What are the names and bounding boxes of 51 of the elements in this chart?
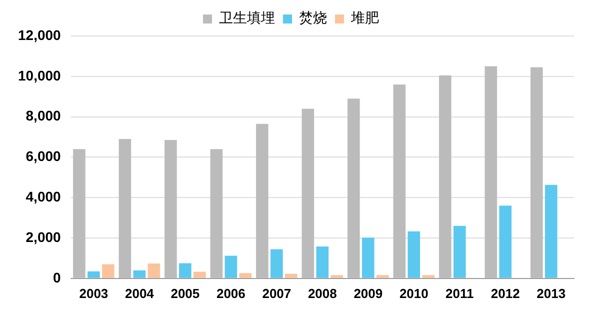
x-tick-label: 2012 — [490, 286, 520, 301]
bar — [239, 273, 252, 278]
legend-label: 卫生填埋 — [219, 10, 275, 27]
bar — [88, 271, 100, 278]
y-tick-label: 4,000 — [26, 188, 62, 204]
bar — [393, 84, 406, 278]
bar — [284, 274, 298, 278]
bar — [133, 270, 146, 278]
bar — [316, 246, 329, 278]
x-tick-label: 2011 — [446, 286, 474, 301]
y-tick-label: 8,000 — [26, 108, 62, 124]
bar — [179, 263, 192, 278]
x-tick-label: 2008 — [308, 286, 337, 301]
x-tick-label: 2006 — [216, 286, 246, 301]
x-tick-label: 2009 — [354, 286, 383, 301]
x-tick-label: 2004 — [124, 286, 155, 301]
bar — [302, 108, 314, 278]
bar — [73, 149, 86, 278]
y-tick-label: 0 — [53, 269, 62, 286]
bar — [256, 124, 268, 278]
bar — [453, 226, 466, 278]
bar — [408, 231, 420, 278]
bar — [544, 184, 558, 278]
y-tick-label: 2,000 — [26, 228, 62, 245]
y-tick-label: 6,000 — [26, 148, 62, 164]
bar — [210, 149, 223, 278]
bar — [224, 256, 238, 278]
bar — [270, 249, 283, 278]
bar — [330, 275, 344, 278]
legend-label: 焚烧 — [299, 10, 327, 27]
y-tick-label: 10,000 — [18, 67, 62, 84]
bar — [484, 66, 498, 278]
bar — [530, 67, 543, 278]
x-tick-label: 2013 — [536, 286, 566, 301]
legend-label: 堆肥 — [350, 10, 379, 27]
x-tick-label: 2005 — [170, 286, 200, 301]
bar — [499, 206, 512, 278]
bar — [102, 264, 114, 278]
x-tick-label: 2007 — [262, 286, 292, 301]
y-tick-label: 12,000 — [18, 26, 62, 43]
bar — [194, 272, 206, 278]
bar — [118, 139, 132, 278]
bar — [164, 140, 177, 278]
x-tick-label: 2010 — [399, 286, 428, 301]
x-tick-label: 2003 — [79, 286, 108, 301]
bar — [422, 275, 435, 278]
bar — [362, 238, 374, 278]
bar — [439, 75, 452, 278]
bar — [348, 98, 360, 278]
bar — [376, 275, 389, 278]
bar — [148, 263, 160, 278]
